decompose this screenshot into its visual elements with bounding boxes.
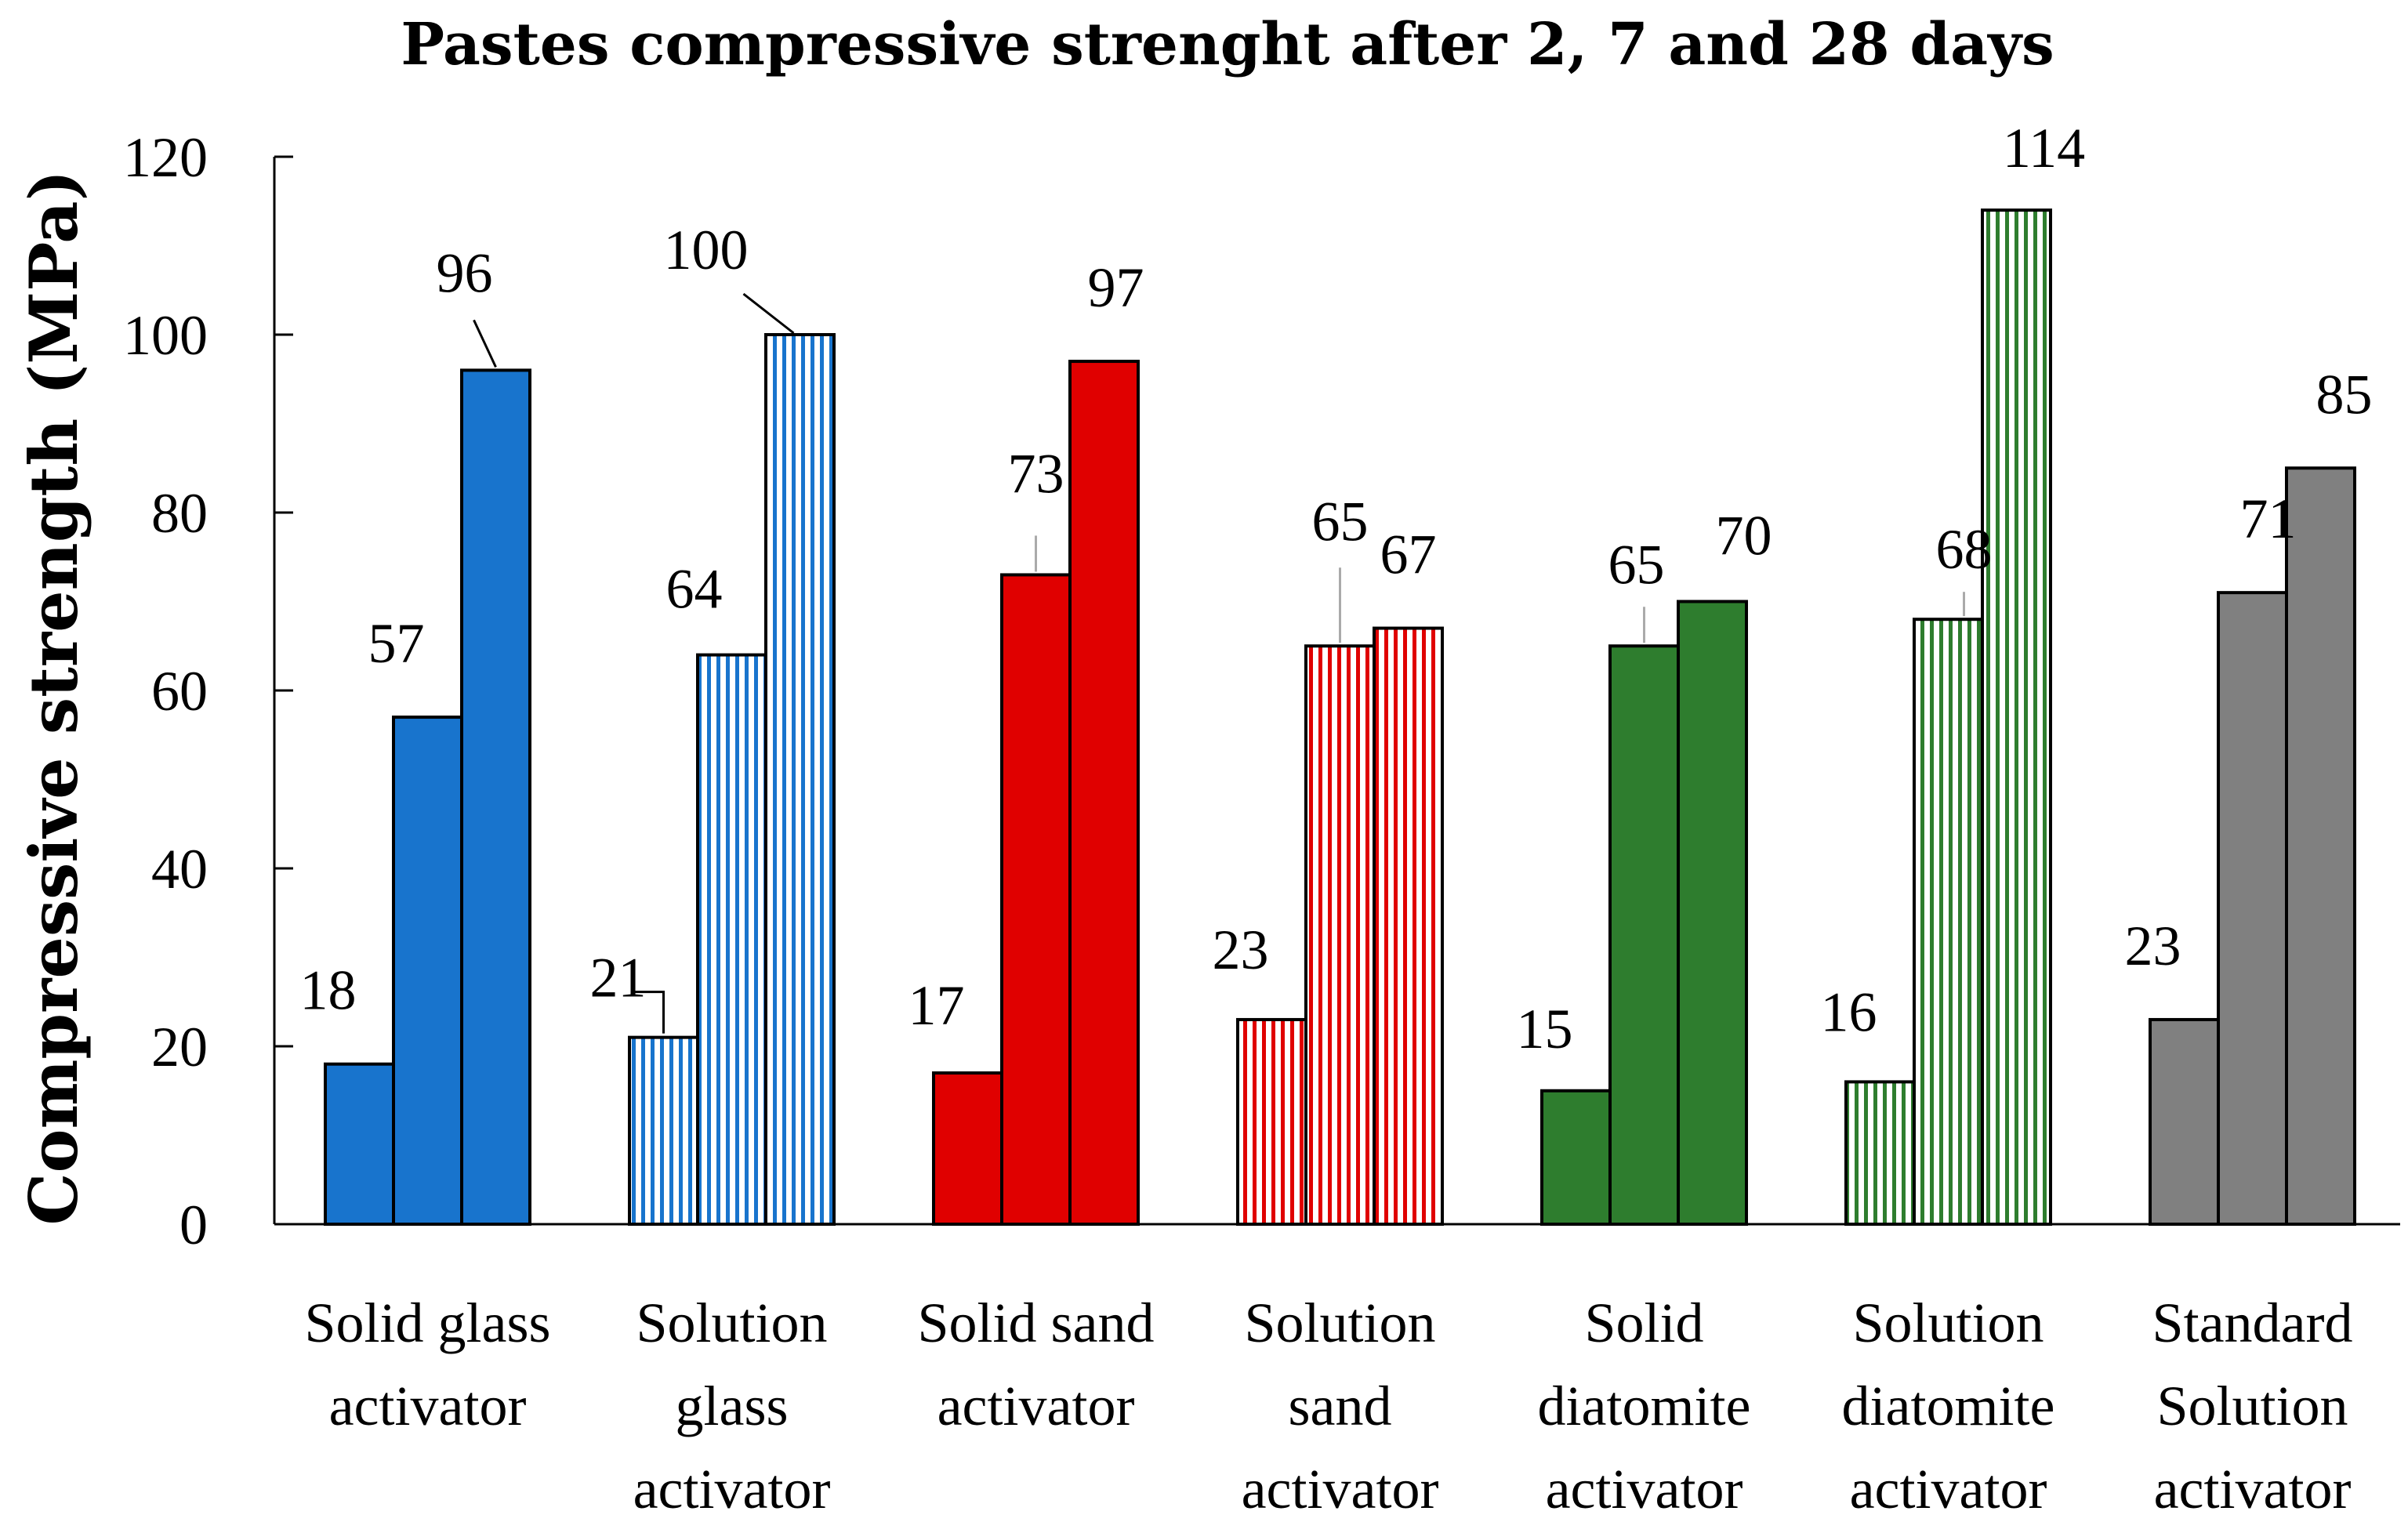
bar — [1844, 1080, 1916, 1227]
bar — [1913, 618, 1984, 1226]
chart-title: Pastes compressive strenght after 2, 7 a… — [401, 11, 2054, 78]
bar — [1068, 360, 1140, 1226]
data-label: 71 — [2240, 487, 2297, 550]
bar — [1236, 1017, 1307, 1226]
data-label: 65 — [1608, 533, 1665, 596]
category-label: Standard — [2152, 1292, 2353, 1354]
data-label: 15 — [1517, 998, 1573, 1060]
category-label: activator — [937, 1375, 1135, 1437]
bars — [324, 208, 2356, 1227]
category-label: Solution — [1244, 1292, 1435, 1354]
bar — [1373, 626, 1444, 1226]
bar — [628, 1035, 699, 1227]
y-tick-label: 80 — [151, 482, 208, 545]
bar — [2285, 466, 2356, 1226]
y-tick-label: 40 — [151, 838, 208, 901]
leader-line — [742, 292, 795, 335]
y-tick-label: 20 — [151, 1016, 208, 1078]
data-label: 96 — [437, 241, 493, 304]
data-label: 97 — [1088, 256, 1144, 319]
data-label: 18 — [300, 959, 357, 1022]
data-label: 73 — [1008, 442, 1064, 505]
category-label: Solid glass — [304, 1292, 550, 1354]
data-label: 64 — [666, 558, 723, 621]
bar — [1304, 644, 1376, 1226]
data-label: 85 — [2316, 363, 2373, 426]
category-label: activator — [633, 1458, 831, 1520]
data-label: 23 — [1213, 919, 1269, 981]
category-label: Solution — [636, 1292, 827, 1354]
category-labels: Solid glass activator Solution glass activat… — [304, 1292, 2352, 1520]
category-label: activator — [1242, 1458, 1439, 1520]
leader-line — [473, 319, 497, 368]
category-label: activator — [1546, 1458, 1743, 1520]
bar — [764, 333, 836, 1226]
category-label: Solution — [1852, 1292, 2044, 1354]
data-label: 70 — [1716, 505, 1772, 567]
bar — [2217, 591, 2288, 1226]
data-label: 68 — [1936, 518, 1993, 581]
category-label: activator — [1850, 1458, 2047, 1520]
y-tick-label: 100 — [123, 304, 208, 367]
data-label: 17 — [908, 974, 965, 1037]
y-axis-title: Compressive strength (MPa) — [15, 170, 92, 1226]
data-label: 57 — [368, 612, 425, 675]
bar — [392, 716, 463, 1226]
data-label: 65 — [1312, 490, 1369, 553]
axes: 0 20 40 60 80 100 120 — [123, 126, 2400, 1256]
data-label: 100 — [664, 219, 749, 281]
category-label: diatomite — [1842, 1375, 2055, 1437]
bar — [1540, 1089, 1612, 1226]
data-label: 21 — [590, 947, 647, 1009]
y-tick-label: 120 — [123, 126, 208, 189]
category-label: diatomite — [1538, 1375, 1751, 1437]
bar — [1608, 644, 1680, 1226]
y-tick-label: 0 — [180, 1194, 208, 1256]
leader-lines — [473, 292, 1965, 1034]
leader-line — [633, 991, 665, 1034]
bar — [2149, 1017, 2220, 1226]
data-label: 16 — [1821, 980, 1877, 1043]
category-label: Solid sand — [917, 1292, 1154, 1354]
category-label: activator — [329, 1375, 527, 1437]
bar — [1677, 600, 1748, 1226]
y-tick-label: 60 — [151, 660, 208, 723]
category-label: Solution — [2156, 1375, 2348, 1437]
data-label: 23 — [2125, 915, 2181, 977]
category-label: activator — [2154, 1458, 2352, 1520]
category-label: glass — [676, 1375, 789, 1437]
bar — [1981, 208, 2052, 1227]
category-label: sand — [1289, 1375, 1392, 1437]
data-label: 67 — [1380, 524, 1437, 586]
bar — [932, 1071, 1003, 1227]
bar — [696, 653, 767, 1226]
bar — [460, 368, 531, 1226]
data-label: 114 — [2003, 117, 2085, 179]
bar — [1000, 573, 1072, 1226]
category-label: Solid — [1584, 1292, 1703, 1354]
bar — [324, 1062, 395, 1226]
